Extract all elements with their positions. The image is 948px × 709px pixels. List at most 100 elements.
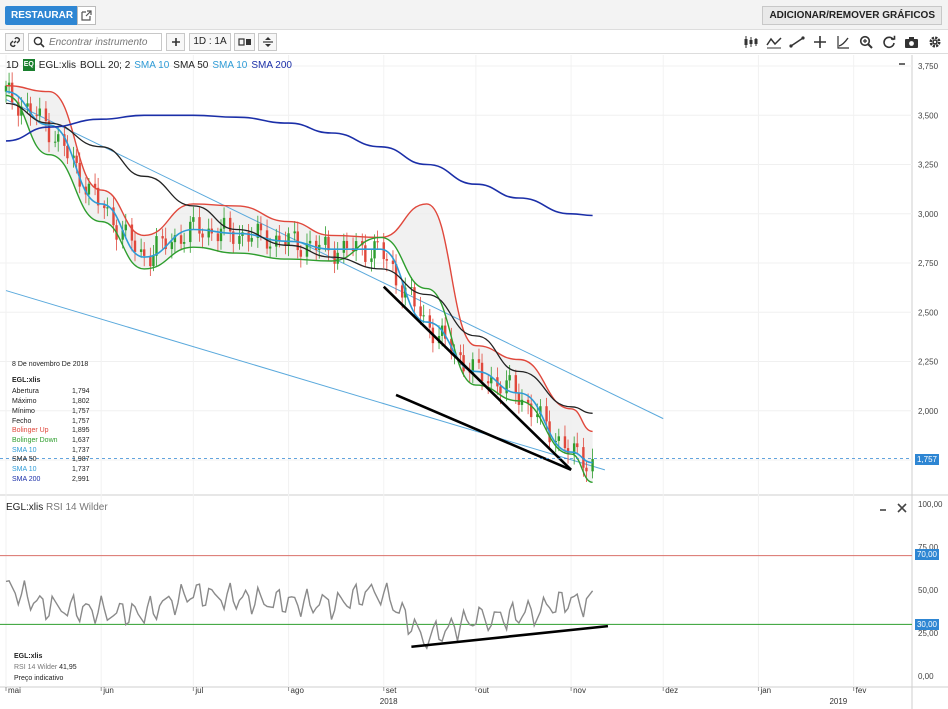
candle-body: [400, 285, 404, 298]
info-row-value: 1,895: [72, 427, 90, 435]
curve-tool[interactable]: [833, 33, 852, 51]
minimize-main-button[interactable]: [898, 57, 906, 71]
candle-body: [66, 145, 69, 159]
minimize-rsi-button[interactable]: [879, 503, 887, 517]
candle-body: [526, 399, 530, 404]
candle-body: [419, 306, 422, 317]
add-instrument-button[interactable]: [166, 33, 185, 51]
candle-body: [57, 134, 60, 142]
candle-body: [189, 221, 192, 243]
candle-body: [505, 380, 508, 394]
candle-body: [53, 141, 57, 143]
rsi-indicator-label[interactable]: RSI 14 Wilder: [46, 502, 108, 513]
price-tick-label: 3,500: [918, 111, 939, 120]
candle-body: [170, 242, 174, 250]
info-row-label: Mínimo: [12, 407, 35, 415]
year-label: 2019: [829, 697, 847, 706]
external-link-icon: [81, 10, 92, 21]
candle-body: [459, 352, 462, 356]
candle-body: [4, 85, 8, 92]
close-rsi-button[interactable]: [897, 502, 907, 516]
candle-body: [96, 187, 100, 206]
boll-legend[interactable]: BOLL 20; 2: [80, 59, 131, 71]
candle-body: [284, 240, 287, 246]
candle-body: [143, 249, 146, 256]
compare-button[interactable]: [258, 33, 277, 51]
reset-button[interactable]: [879, 33, 898, 51]
rsi-tick-label: 0,00: [918, 672, 934, 681]
candle-body: [121, 230, 124, 240]
price-tick-label: 3,000: [918, 210, 939, 219]
link-button[interactable]: [5, 33, 24, 51]
info-row: Máximo 1,802: [12, 397, 102, 407]
candle-body: [247, 232, 250, 242]
candle-body: [38, 108, 41, 116]
candle-body: [75, 155, 78, 163]
candle-body: [563, 436, 567, 449]
year-label: 2018: [380, 697, 398, 706]
instrument-search[interactable]: [28, 33, 162, 51]
candle-body: [232, 231, 235, 244]
candle-body: [308, 240, 312, 244]
info-row-value: 1,737: [72, 446, 90, 454]
info-row-value: 1,802: [72, 398, 90, 406]
candle-body: [520, 399, 524, 405]
arrows-vertical-icon: [262, 37, 273, 47]
info-row-label: SMA 10: [12, 446, 37, 454]
close-icon: [897, 503, 907, 513]
info-row-value: 1,757: [72, 417, 90, 425]
info-row-label: Máximo: [12, 398, 37, 406]
sma200-legend[interactable]: SMA 200: [251, 59, 292, 71]
candle-body: [554, 440, 557, 443]
price-chart[interactable]: 3,750 3,500 3,250 3,000 2,750 2,500 2,250 2,000…: [0, 55, 948, 709]
popout-button[interactable]: [77, 6, 96, 25]
settings-button[interactable]: [925, 33, 944, 51]
candle-body: [47, 121, 51, 143]
interval-label[interactable]: 1D: [6, 59, 19, 71]
symbol-label[interactable]: EGL:xlis: [38, 59, 77, 71]
add-remove-charts-button[interactable]: ADICIONAR/REMOVER GRÁFICOS: [762, 6, 942, 25]
candle-body: [222, 217, 226, 229]
restore-button[interactable]: RESTAURAR: [5, 6, 80, 25]
candle-body: [192, 217, 195, 222]
search-input[interactable]: [49, 35, 159, 49]
wedge-upper-trendline: [382, 285, 573, 471]
rsi-tick-label: 75,00: [918, 543, 939, 552]
rsi-tick-label: 100,00: [918, 500, 943, 509]
snapshot-button[interactable]: [902, 33, 921, 51]
time-tick-label: fev: [856, 686, 867, 695]
candle-body: [201, 233, 204, 238]
price-panel: [0, 72, 912, 483]
candle-body: [376, 241, 379, 243]
candle-body: [517, 393, 521, 405]
zoom-button[interactable]: [856, 33, 875, 51]
gear-icon: [929, 36, 940, 48]
sma10-legend[interactable]: SMA 10: [134, 59, 170, 71]
candle-body: [103, 205, 106, 209]
candle-body: [413, 287, 416, 307]
range-selector[interactable]: 1D : 1A: [189, 33, 231, 51]
top-bar: RESTAURAR ADICIONAR/REMOVER GRÁFICOS: [0, 0, 948, 30]
crosshair-tool[interactable]: [810, 33, 829, 51]
sma10b-legend[interactable]: SMA 10: [212, 59, 248, 71]
studies-button[interactable]: [764, 33, 783, 51]
candle-body: [296, 231, 299, 251]
time-tick-label: ago: [291, 686, 305, 695]
trendline-tool[interactable]: [787, 33, 806, 51]
candle-body: [198, 217, 201, 234]
sma50-legend[interactable]: SMA 50: [173, 59, 209, 71]
indicators-button[interactable]: [741, 33, 760, 51]
candle-body: [78, 162, 81, 187]
rsi-30-tag: 30,00: [915, 619, 939, 630]
time-tick-label: jan: [759, 686, 771, 695]
rsi-symbol-label[interactable]: EGL:xlis: [6, 502, 44, 513]
candle-body: [391, 260, 395, 265]
candle-body: [327, 236, 330, 251]
refresh-icon: [882, 35, 895, 49]
chart-type-button[interactable]: [234, 33, 255, 51]
rsi-info-label: RSI 14 Wilder: [14, 664, 58, 671]
chart-type-icon: [237, 38, 251, 46]
time-tick-label: set: [386, 686, 397, 695]
chart-toolbar: 1D : 1A: [0, 30, 948, 54]
candle-body: [87, 183, 91, 195]
